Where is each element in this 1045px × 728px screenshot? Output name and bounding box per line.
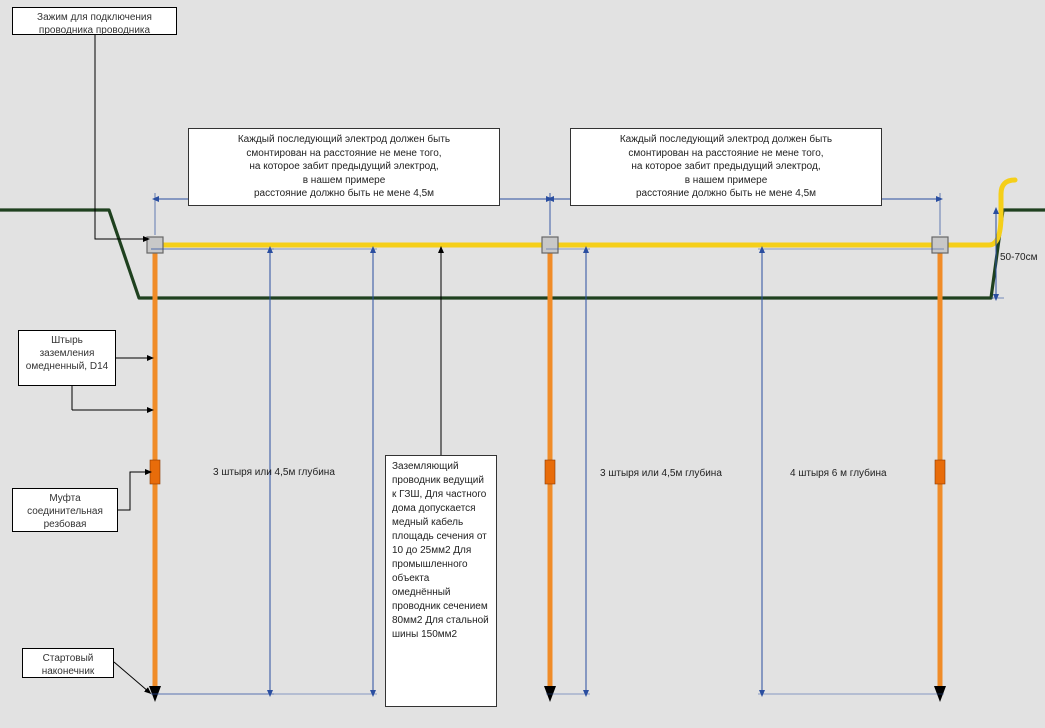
desc-conductor: Заземляющий проводник ведущий к ГЗШ, Для… bbox=[385, 455, 497, 707]
dim-d3: 4 штыря 6 м глубина bbox=[790, 468, 887, 479]
dim-d2: 3 штыря или 4,5м глубина bbox=[600, 468, 722, 479]
note-spacing-1: Каждый последующий электрод должен бытьс… bbox=[188, 128, 500, 206]
dim-depth: 50-70см bbox=[1000, 252, 1037, 263]
label-coupler: Муфта соединительная резбовая bbox=[12, 488, 118, 532]
label-tip: Стартовый наконечник bbox=[22, 648, 114, 678]
label-rod: Штырь заземления омедненный, D14 bbox=[18, 330, 116, 386]
label-clamp: Зажим для подключения проводника проводн… bbox=[12, 7, 177, 35]
diagram-svg bbox=[0, 0, 1045, 728]
note-spacing-2: Каждый последующий электрод должен бытьс… bbox=[570, 128, 882, 206]
dim-d1: 3 штыря или 4,5м глубина bbox=[213, 467, 335, 478]
